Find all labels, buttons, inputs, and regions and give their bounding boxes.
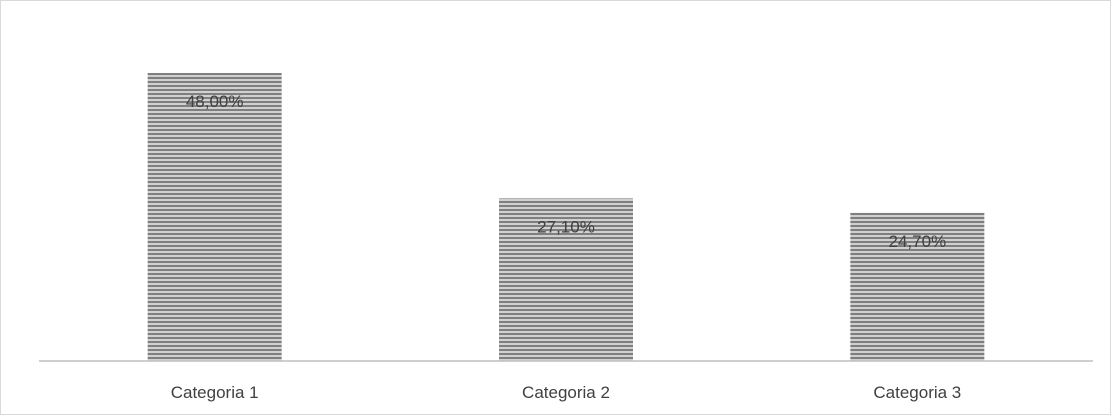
data-label-2: 27,10% [537, 217, 595, 236]
x-tick-label-1: Categoria 1 [171, 383, 259, 402]
bar-2 [499, 198, 633, 361]
x-tick-label-3: Categoria 3 [873, 383, 961, 402]
data-label-1: 48,00% [186, 92, 244, 111]
data-label-3: 24,70% [888, 232, 946, 251]
bars-layer [147, 73, 985, 361]
bar-3 [850, 212, 985, 361]
x-tick-label-2: Categoria 2 [522, 383, 610, 402]
labels-layer: 48,00% Categoria 1 27,10% Categoria 2 24,70%… [171, 92, 962, 402]
bar-1 [147, 73, 282, 361]
